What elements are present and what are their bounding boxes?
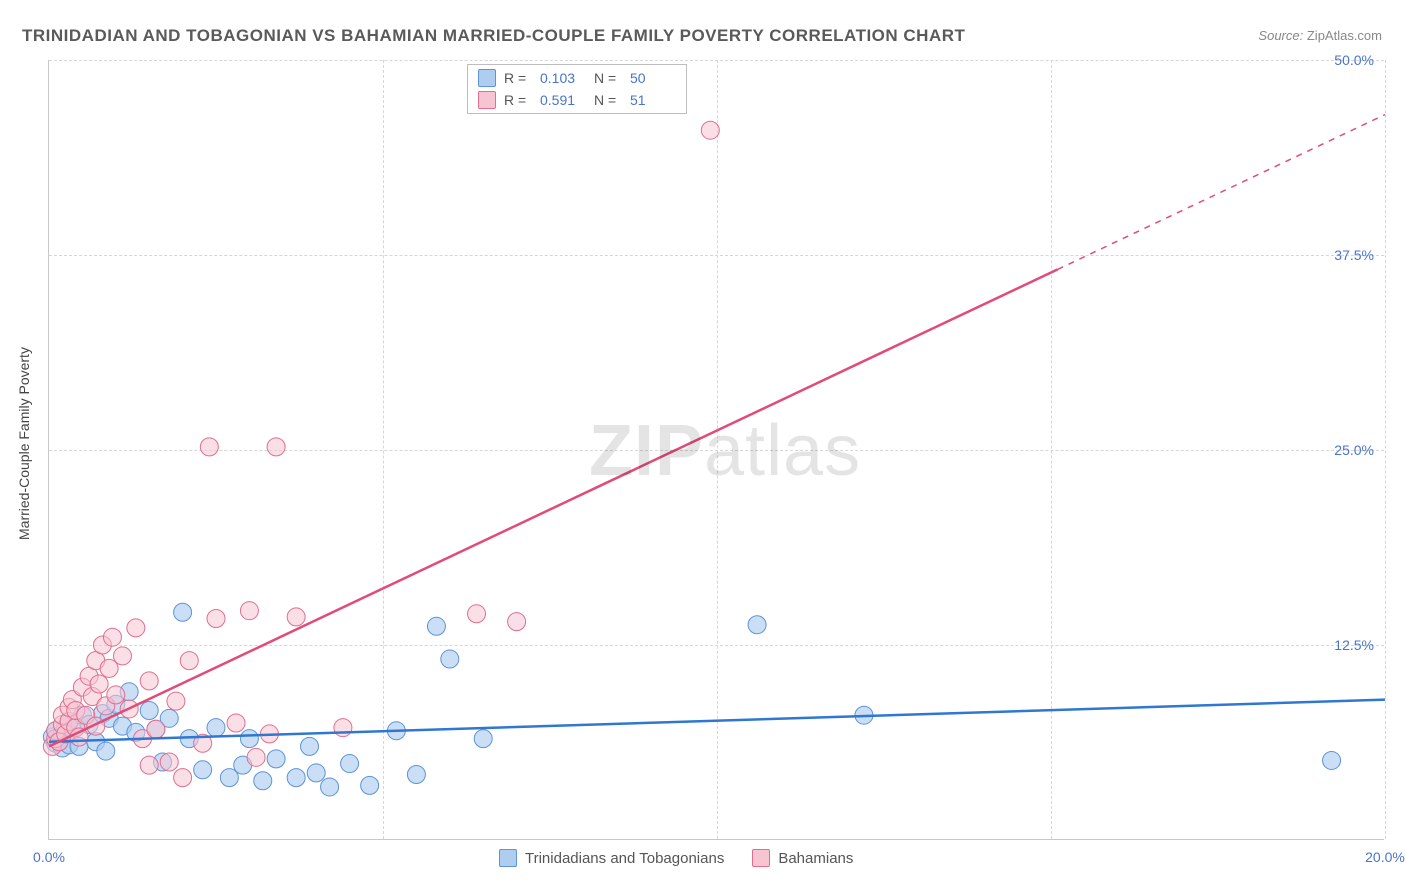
- scatter-point-trinidadians: [301, 737, 319, 755]
- source-name: ZipAtlas.com: [1307, 28, 1382, 43]
- scatter-point-bahamians: [247, 748, 265, 766]
- scatter-point-trinidadians: [474, 730, 492, 748]
- scatter-point-bahamians: [113, 647, 131, 665]
- scatter-point-trinidadians: [307, 764, 325, 782]
- scatter-point-trinidadians: [441, 650, 459, 668]
- chart-title: TRINIDADIAN AND TOBAGONIAN VS BAHAMIAN M…: [22, 26, 965, 46]
- scatter-point-bahamians: [701, 121, 719, 139]
- r-value-2: 0.591: [540, 92, 586, 108]
- scatter-point-bahamians: [200, 438, 218, 456]
- scatter-point-trinidadians: [207, 719, 225, 737]
- scatter-point-trinidadians: [748, 616, 766, 634]
- r-label: R =: [504, 70, 532, 86]
- source-attribution: Source: ZipAtlas.com: [1258, 28, 1382, 43]
- scatter-point-bahamians: [267, 438, 285, 456]
- swatch-series-1: [478, 69, 496, 87]
- trendline-trinidadians: [49, 700, 1385, 742]
- scatter-point-trinidadians: [361, 776, 379, 794]
- y-tick-label: 37.5%: [1334, 247, 1374, 263]
- scatter-point-trinidadians: [427, 617, 445, 635]
- legend-stats-row-1: R = 0.103 N = 50: [468, 67, 686, 89]
- scatter-svg: [49, 60, 1384, 839]
- swatch-series-2: [478, 91, 496, 109]
- scatter-point-bahamians: [207, 609, 225, 627]
- scatter-point-trinidadians: [407, 765, 425, 783]
- y-tick-label: 25.0%: [1334, 442, 1374, 458]
- legend-label-1: Trinidadians and Tobagonians: [525, 850, 724, 867]
- scatter-point-trinidadians: [174, 603, 192, 621]
- scatter-point-trinidadians: [321, 778, 339, 796]
- y-axis-label: Married-Couple Family Poverty: [16, 347, 32, 540]
- r-label: R =: [504, 92, 532, 108]
- trendline-bahamians: [49, 269, 1058, 746]
- scatter-point-bahamians: [70, 728, 88, 746]
- x-tick-label: 20.0%: [1365, 849, 1405, 865]
- legend-item-2: Bahamians: [752, 849, 853, 867]
- plot-area: ZIPatlas R = 0.103 N = 50 R = 0.591 N = …: [48, 60, 1384, 840]
- scatter-point-bahamians: [508, 613, 526, 631]
- y-tick-label: 12.5%: [1334, 637, 1374, 653]
- legend-stats-row-2: R = 0.591 N = 51: [468, 89, 686, 111]
- swatch-series-2: [752, 849, 770, 867]
- source-prefix: Source:: [1258, 28, 1303, 43]
- scatter-point-trinidadians: [287, 769, 305, 787]
- scatter-point-trinidadians: [267, 750, 285, 768]
- n-value-1: 50: [630, 70, 676, 86]
- scatter-point-bahamians: [167, 692, 185, 710]
- scatter-point-bahamians: [147, 720, 165, 738]
- scatter-point-bahamians: [127, 619, 145, 637]
- swatch-series-1: [499, 849, 517, 867]
- scatter-point-bahamians: [174, 769, 192, 787]
- legend-series: Trinidadians and Tobagonians Bahamians: [499, 849, 853, 867]
- scatter-point-bahamians: [468, 605, 486, 623]
- legend-label-2: Bahamians: [778, 850, 853, 867]
- n-label: N =: [594, 92, 622, 108]
- scatter-point-trinidadians: [140, 702, 158, 720]
- scatter-point-bahamians: [140, 756, 158, 774]
- legend-stats: R = 0.103 N = 50 R = 0.591 N = 51: [467, 64, 687, 114]
- x-tick-label: 0.0%: [33, 849, 65, 865]
- scatter-point-bahamians: [334, 719, 352, 737]
- scatter-point-bahamians: [160, 753, 178, 771]
- n-label: N =: [594, 70, 622, 86]
- scatter-point-trinidadians: [240, 730, 258, 748]
- y-tick-label: 50.0%: [1334, 52, 1374, 68]
- n-value-2: 51: [630, 92, 676, 108]
- scatter-point-bahamians: [90, 675, 108, 693]
- scatter-point-bahamians: [107, 686, 125, 704]
- scatter-point-trinidadians: [194, 761, 212, 779]
- r-value-1: 0.103: [540, 70, 586, 86]
- scatter-point-trinidadians: [1323, 751, 1341, 769]
- scatter-point-bahamians: [227, 714, 245, 732]
- scatter-point-trinidadians: [97, 742, 115, 760]
- scatter-point-bahamians: [103, 628, 121, 646]
- scatter-point-bahamians: [287, 608, 305, 626]
- scatter-point-trinidadians: [341, 755, 359, 773]
- scatter-point-bahamians: [240, 602, 258, 620]
- scatter-point-trinidadians: [254, 772, 272, 790]
- scatter-point-bahamians: [140, 672, 158, 690]
- legend-item-1: Trinidadians and Tobagonians: [499, 849, 724, 867]
- scatter-point-bahamians: [180, 652, 198, 670]
